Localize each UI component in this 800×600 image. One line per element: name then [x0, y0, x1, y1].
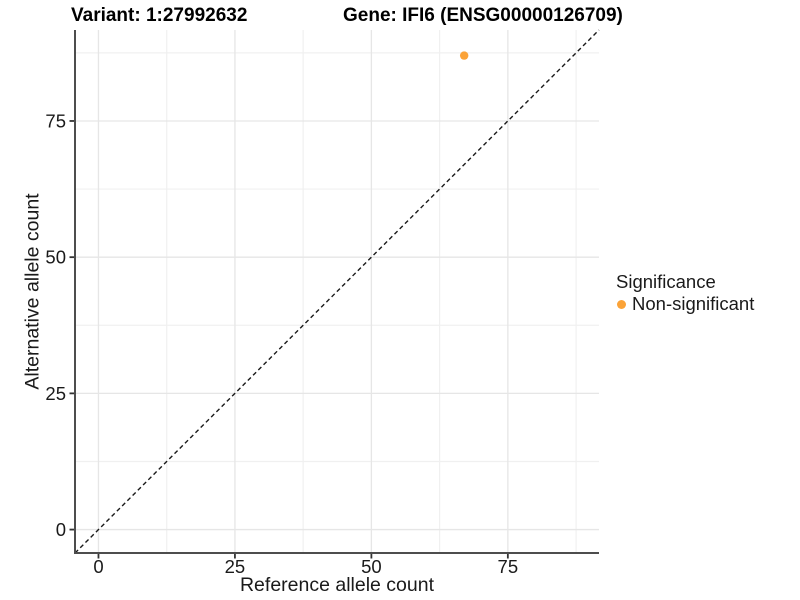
x-tick-label: 50 [361, 556, 382, 577]
gene-title: Gene: IFI6 (ENSG00000126709) [343, 5, 623, 26]
y-tick-label: 0 [56, 519, 66, 540]
data-point [459, 51, 469, 60]
x-tick-label: 75 [498, 556, 519, 577]
y-axis-title: Alternative allele count [21, 193, 44, 390]
x-tick-label: 25 [225, 556, 246, 577]
variant-title: Variant: 1:27992632 [71, 5, 248, 26]
y-tick-label: 25 [45, 383, 66, 404]
legend-item-label: Non-significant [632, 293, 755, 314]
legend-key [612, 295, 631, 314]
legend-title: Significance [616, 271, 716, 292]
identity-line [74, 29, 600, 554]
legend-item-non-significant: Non-significant [612, 293, 754, 315]
y-tick-label: 75 [45, 110, 66, 131]
legend: Significance Non-significant [612, 271, 754, 315]
y-tick-label: 50 [45, 247, 66, 268]
legend-point-icon [617, 299, 626, 309]
x-tick-label: 0 [93, 556, 103, 577]
x-axis-title: Reference allele count [239, 574, 435, 596]
